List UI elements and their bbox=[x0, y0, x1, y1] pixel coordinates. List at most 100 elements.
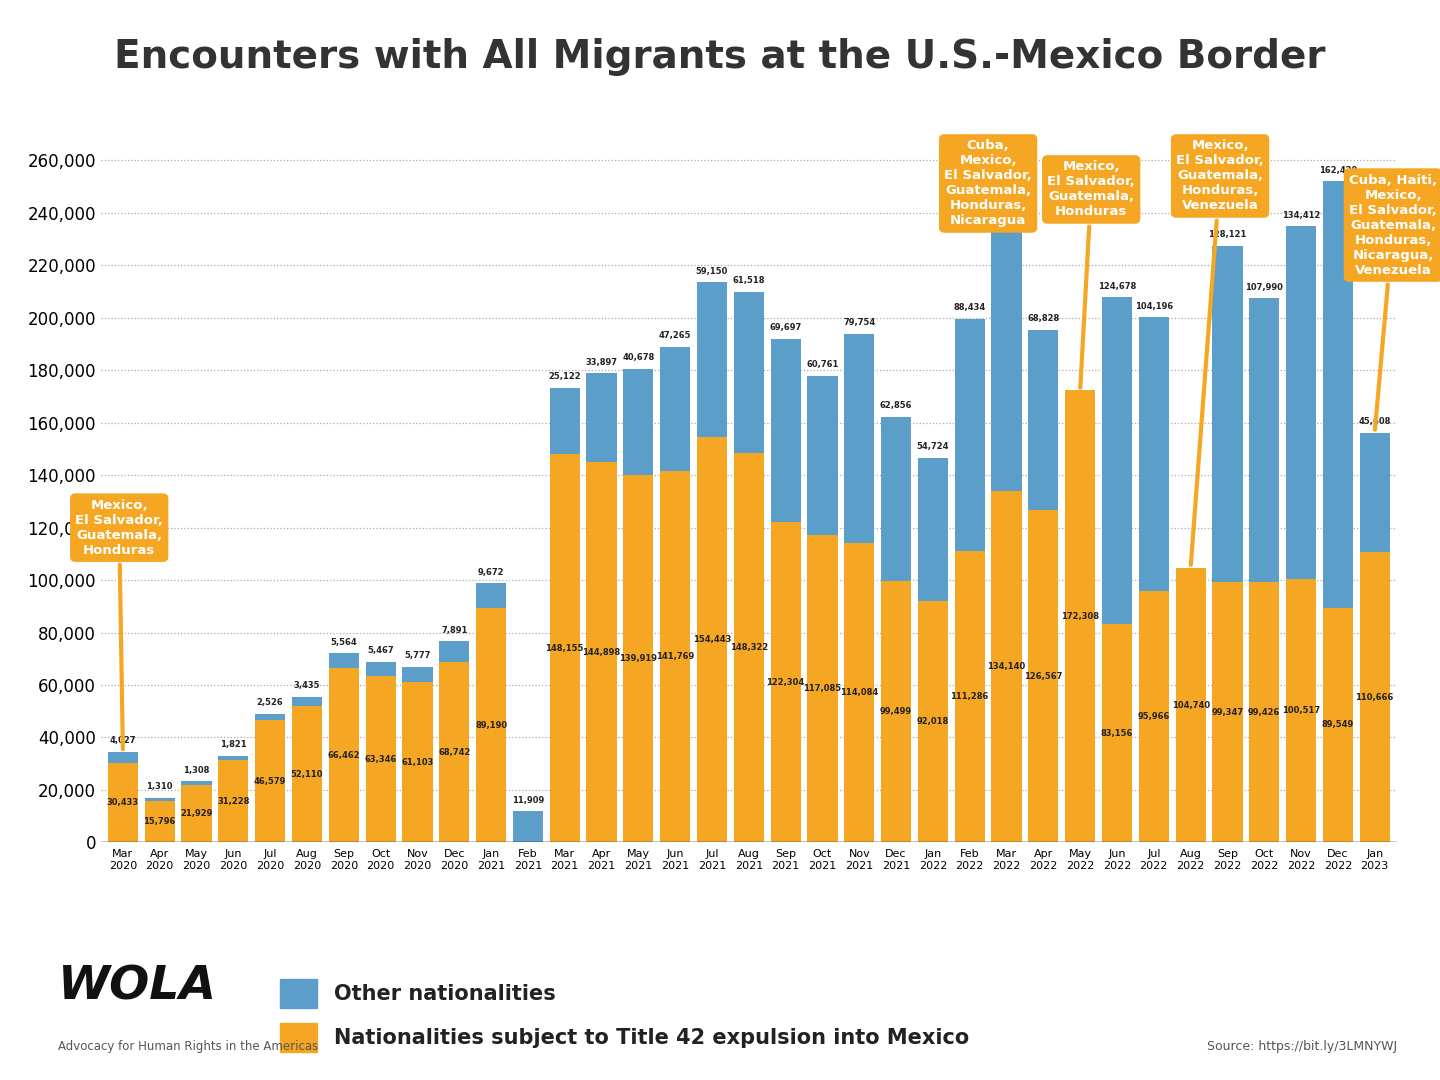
Bar bbox=[881, 417, 912, 581]
Bar bbox=[697, 437, 727, 842]
Text: 46,579: 46,579 bbox=[253, 777, 287, 786]
Bar bbox=[144, 801, 174, 842]
Bar bbox=[1028, 329, 1058, 511]
Text: 95,966: 95,966 bbox=[1138, 712, 1169, 721]
Text: 25,122: 25,122 bbox=[549, 373, 580, 381]
Text: Cuba, Haiti,
Mexico,
El Salvador,
Guatemala,
Honduras,
Nicaragua,
Venezuela: Cuba, Haiti, Mexico, El Salvador, Guatem… bbox=[1349, 174, 1437, 430]
Text: 62,856: 62,856 bbox=[880, 401, 913, 410]
Legend: Other nationalities, Nationalities subject to Title 42 expulsion into Mexico: Other nationalities, Nationalities subje… bbox=[279, 978, 969, 1052]
Bar bbox=[439, 642, 469, 662]
Bar bbox=[1102, 624, 1132, 842]
Text: 31,228: 31,228 bbox=[217, 797, 249, 806]
Text: 63,346: 63,346 bbox=[364, 755, 397, 764]
Text: 83,156: 83,156 bbox=[1100, 729, 1133, 738]
Bar bbox=[255, 714, 285, 720]
Bar bbox=[1212, 582, 1243, 842]
Text: 30,433: 30,433 bbox=[107, 798, 138, 807]
Bar bbox=[1139, 591, 1169, 842]
Bar bbox=[513, 811, 543, 842]
Bar bbox=[328, 669, 359, 842]
Text: 92,018: 92,018 bbox=[917, 717, 949, 726]
Text: 99,347: 99,347 bbox=[1211, 707, 1244, 717]
Bar bbox=[955, 551, 985, 842]
Text: 134,140: 134,140 bbox=[988, 662, 1025, 671]
Text: 88,434: 88,434 bbox=[953, 303, 986, 312]
Text: 60,761: 60,761 bbox=[806, 361, 838, 369]
Text: 5,467: 5,467 bbox=[367, 646, 395, 656]
Text: 107,990: 107,990 bbox=[1246, 283, 1283, 292]
Text: 5,564: 5,564 bbox=[330, 638, 357, 647]
Bar bbox=[366, 676, 396, 842]
Text: 99,426: 99,426 bbox=[1248, 707, 1280, 716]
Bar bbox=[1212, 246, 1243, 582]
Text: 114,084: 114,084 bbox=[840, 688, 878, 698]
Text: 117,085: 117,085 bbox=[804, 685, 841, 693]
Text: 148,322: 148,322 bbox=[730, 644, 768, 652]
Text: 141,769: 141,769 bbox=[657, 652, 694, 661]
Bar bbox=[586, 374, 616, 462]
Bar bbox=[219, 760, 249, 842]
Text: 11,909: 11,909 bbox=[511, 796, 544, 805]
Bar bbox=[366, 662, 396, 676]
Bar bbox=[734, 292, 763, 454]
Text: 5,777: 5,777 bbox=[405, 651, 431, 661]
Bar bbox=[734, 454, 763, 842]
Bar bbox=[1323, 608, 1354, 842]
Text: 122,304: 122,304 bbox=[766, 677, 805, 687]
Text: 69,697: 69,697 bbox=[769, 323, 802, 333]
Bar bbox=[624, 368, 654, 475]
Text: 59,150: 59,150 bbox=[696, 267, 729, 275]
Bar bbox=[292, 705, 323, 842]
Text: 40,678: 40,678 bbox=[622, 353, 654, 362]
Text: Encounters with All Migrants at the U.S.-Mexico Border: Encounters with All Migrants at the U.S.… bbox=[114, 38, 1326, 76]
Bar bbox=[477, 583, 507, 608]
Text: Mexico,
El Salvador,
Guatemala,
Honduras: Mexico, El Salvador, Guatemala, Honduras bbox=[75, 499, 163, 750]
Bar bbox=[108, 752, 138, 762]
Text: Source: https://bit.ly/3LMNYWJ: Source: https://bit.ly/3LMNYWJ bbox=[1207, 1040, 1397, 1053]
Bar bbox=[808, 376, 838, 536]
Text: 47,265: 47,265 bbox=[660, 332, 691, 340]
Bar bbox=[586, 462, 616, 842]
Bar bbox=[1102, 297, 1132, 624]
Bar bbox=[660, 347, 690, 471]
Text: Cuba,
Mexico,
El Salvador,
Guatemala,
Honduras,
Nicaragua: Cuba, Mexico, El Salvador, Guatemala, Ho… bbox=[945, 139, 1032, 228]
Text: 99,499: 99,499 bbox=[880, 707, 912, 716]
Bar bbox=[181, 782, 212, 785]
Bar bbox=[1286, 226, 1316, 579]
Bar bbox=[991, 490, 1021, 842]
Text: 9,672: 9,672 bbox=[478, 568, 504, 577]
Bar bbox=[770, 522, 801, 842]
Text: 54,724: 54,724 bbox=[917, 442, 949, 451]
Bar bbox=[181, 785, 212, 842]
Text: 15,796: 15,796 bbox=[144, 818, 176, 826]
Text: 124,678: 124,678 bbox=[1097, 282, 1136, 291]
Bar bbox=[770, 339, 801, 522]
Text: 110,666: 110,666 bbox=[1355, 692, 1394, 702]
Bar bbox=[550, 454, 580, 842]
Text: 1,308: 1,308 bbox=[183, 766, 210, 774]
Bar bbox=[477, 608, 507, 842]
Text: 21,929: 21,929 bbox=[180, 809, 213, 819]
Text: 89,190: 89,190 bbox=[475, 721, 507, 730]
Bar bbox=[402, 683, 432, 842]
Text: 134,412: 134,412 bbox=[1282, 211, 1320, 219]
Bar bbox=[439, 662, 469, 842]
Text: 2,526: 2,526 bbox=[256, 698, 284, 707]
Bar bbox=[1248, 582, 1279, 842]
Bar bbox=[550, 388, 580, 454]
Text: 3,435: 3,435 bbox=[294, 681, 320, 690]
Text: 45,608: 45,608 bbox=[1358, 417, 1391, 426]
Text: 109,218: 109,218 bbox=[988, 189, 1025, 198]
Bar bbox=[660, 471, 690, 842]
Bar bbox=[624, 475, 654, 842]
Bar bbox=[108, 762, 138, 842]
Text: 126,567: 126,567 bbox=[1024, 672, 1063, 680]
Bar bbox=[991, 204, 1021, 490]
Text: 33,897: 33,897 bbox=[586, 357, 618, 367]
Bar bbox=[1028, 511, 1058, 842]
Text: WOLA: WOLA bbox=[58, 964, 216, 1010]
Text: Mexico,
El Salvador,
Guatemala,
Honduras,
Venezuela: Mexico, El Salvador, Guatemala, Honduras… bbox=[1176, 139, 1264, 565]
Bar bbox=[1359, 552, 1390, 842]
Bar bbox=[1359, 432, 1390, 552]
Text: 79,754: 79,754 bbox=[844, 319, 876, 327]
